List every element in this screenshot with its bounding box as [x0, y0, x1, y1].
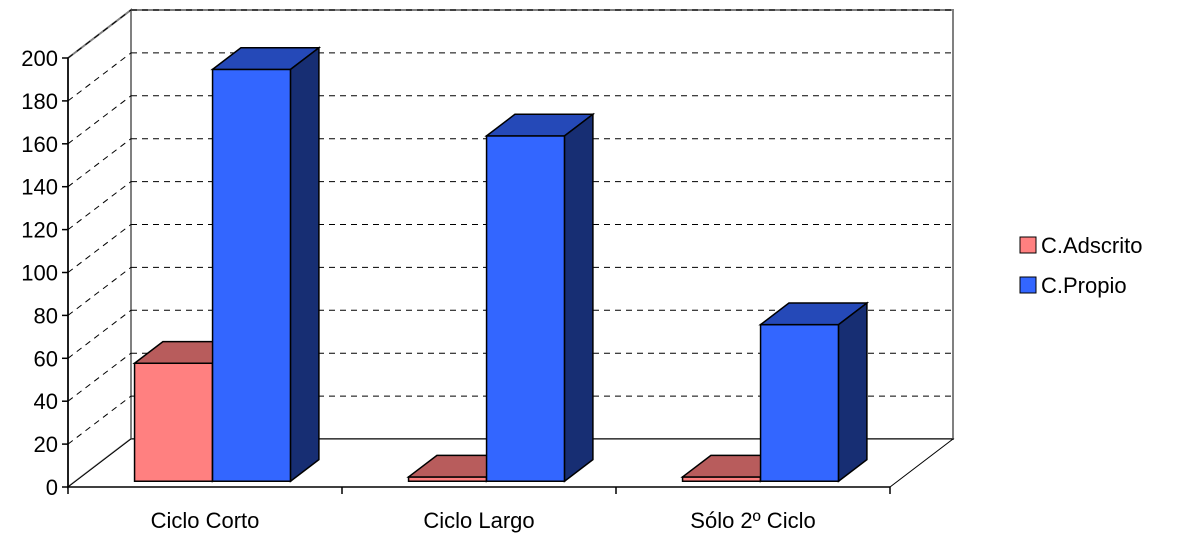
- gridline-side: [67, 267, 132, 316]
- legend-item: C.Propio: [1019, 273, 1127, 298]
- bar-c-propio-s-lo-2-ciclo: [758, 301, 870, 483]
- bar-front-face: [133, 362, 214, 482]
- y-tick-label: 0: [46, 475, 58, 500]
- y-tick-label: 60: [34, 346, 58, 371]
- gridline-side: [67, 181, 132, 230]
- y-tick-label: 160: [21, 132, 58, 157]
- gridline-side: [67, 352, 132, 402]
- gridline-side: [67, 309, 132, 359]
- bars: [132, 46, 870, 483]
- y-tick-labels: 0 20 40 60 80 100 120 140 160 180 200: [21, 46, 58, 500]
- legend-label: C.Adscrito: [1041, 233, 1142, 258]
- y-tick-label: 200: [21, 46, 58, 71]
- bar-side-face: [289, 46, 320, 483]
- gridline-side: [67, 52, 132, 102]
- gridline-side: [67, 9, 132, 59]
- y-tick-label: 20: [34, 432, 58, 457]
- legend-swatch: [1019, 276, 1037, 294]
- x-tick-label: Sólo 2º Ciclo: [690, 508, 815, 533]
- bar-c-propio-ciclo-corto: [210, 46, 322, 483]
- axes: [62, 57, 891, 494]
- y-tick-label: 80: [34, 303, 58, 328]
- bar-c-propio-ciclo-largo: [484, 112, 596, 483]
- bar-side-face: [563, 112, 594, 483]
- x-tick-label: Ciclo Corto: [151, 508, 260, 533]
- side-wall: [67, 7, 132, 490]
- y-tick-label: 140: [21, 175, 58, 200]
- legend-swatch: [1019, 236, 1037, 254]
- bar-side-face: [837, 301, 868, 483]
- bar-front-face: [211, 68, 292, 482]
- x-tick-labels: Ciclo Corto Ciclo Largo Sólo 2º Ciclo: [151, 508, 816, 533]
- bar-front-face: [759, 323, 840, 482]
- y-tick-label: 40: [34, 389, 58, 414]
- gridline-side: [67, 224, 132, 273]
- gridline-side: [67, 95, 132, 145]
- x-tick-label: Ciclo Largo: [423, 508, 534, 533]
- gridline-side: [67, 395, 132, 445]
- y-tick-label: 100: [21, 261, 58, 286]
- y-tick-label: 180: [21, 89, 58, 114]
- legend-label: C.Propio: [1041, 273, 1127, 298]
- gridline-side: [67, 138, 132, 188]
- bar-front-face: [485, 135, 566, 482]
- legend-item: C.Adscrito: [1019, 233, 1142, 258]
- legend: C.Adscrito C.Propio: [1019, 233, 1142, 298]
- y-tick-label: 120: [21, 218, 58, 243]
